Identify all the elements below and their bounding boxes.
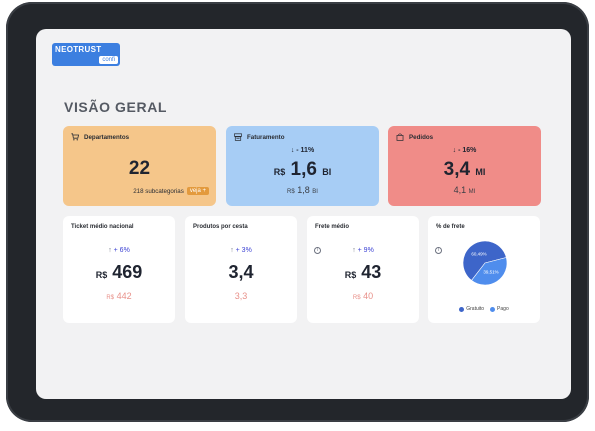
- legend-dot: [459, 306, 465, 312]
- departamentos-label: Departamentos: [84, 133, 130, 141]
- pie-label-gratuito: 60,49%: [471, 251, 486, 256]
- pct-frete-card: % de frete i 60,49% 39,51% Gratuito Pago: [428, 216, 540, 323]
- produtos-trend: ↑ + 3%: [185, 247, 297, 254]
- pedidos-prev-value: 4,1: [453, 185, 467, 195]
- ticket-trend-value: + 6%: [113, 247, 130, 254]
- bag-icon: [396, 133, 404, 141]
- legend-item-pago[interactable]: Pago: [490, 306, 509, 312]
- pedidos-card: Pedidos ↓ - 16% 3,4 MI 4,1 MI: [388, 126, 541, 206]
- faturamento-value: 1,6: [290, 159, 317, 180]
- faturamento-unit: BI: [322, 167, 332, 177]
- legend-label: Pago: [497, 306, 509, 312]
- legend-dot: [490, 306, 496, 312]
- ticket-value: 469: [112, 262, 143, 282]
- logo-text: NEOTRUST: [55, 45, 102, 54]
- faturamento-prev-unit: BI: [312, 189, 318, 195]
- pie-legend: Gratuito Pago: [428, 306, 540, 312]
- currency-symbol: R$: [95, 270, 108, 280]
- departamentos-value: 22: [128, 158, 151, 179]
- info-icon[interactable]: i: [435, 247, 442, 254]
- arrow-down-icon: ↓: [290, 147, 295, 154]
- ticket-label: Ticket médio nacional: [71, 224, 134, 230]
- frete-medio-card: Frete médio i ↑ + 9% R$ 43 R$ 40: [307, 216, 419, 323]
- pedidos-trend-value: - 16%: [458, 147, 477, 154]
- pedidos-previous: 4,1 MI: [388, 185, 541, 195]
- pie-slice-pago[interactable]: [471, 257, 508, 286]
- departamentos-card: Departamentos 22 218 subcategorias veja …: [63, 126, 216, 206]
- produtos-value: 3,4: [228, 262, 254, 282]
- arrow-down-icon: ↓: [452, 147, 457, 154]
- pie-chart[interactable]: 60,49% 39,51%: [461, 239, 509, 287]
- frete-value: 43: [361, 262, 382, 282]
- ticket-trend: ↑ + 6%: [63, 247, 175, 254]
- produtos-trend-value: + 3%: [235, 247, 252, 254]
- ticket-previous: R$ 442: [63, 291, 175, 301]
- frete-value-row: R$ 43: [307, 262, 419, 283]
- frete-trend: ↑ + 9%: [307, 247, 419, 254]
- faturamento-card: Faturamento ↓ - 11% R$ 1,6 BI R$ 1,8 BI: [226, 126, 379, 206]
- frete-trend-value: + 9%: [357, 247, 374, 254]
- pedidos-prev-unit: MI: [468, 189, 476, 195]
- prev-currency-symbol: R$: [352, 295, 361, 301]
- prev-currency-symbol: R$: [287, 189, 295, 195]
- arrow-up-icon: ↑: [230, 247, 234, 254]
- faturamento-value-row: R$ 1,6 BI: [226, 159, 379, 181]
- ticket-medio-card: Ticket médio nacional ↑ + 6% R$ 469 R$ 4…: [63, 216, 175, 323]
- tablet-frame: NEOTRUST confi VISÃO GERAL Departamentos…: [6, 2, 589, 422]
- arrow-up-icon: ↑: [108, 247, 112, 254]
- register-icon: [234, 133, 242, 141]
- frete-previous: R$ 40: [307, 291, 419, 301]
- pedidos-trend: ↓ - 16%: [388, 147, 541, 154]
- ticket-value-row: R$ 469: [63, 262, 175, 283]
- frete-label: Frete médio: [315, 224, 350, 230]
- ticket-prev-value: 442: [116, 291, 132, 301]
- produtos-prev-value: 3,3: [234, 291, 248, 301]
- legend-item-gratuito[interactable]: Gratuito: [459, 306, 484, 312]
- produtos-cesta-card: Produtos por cesta ↑ + 3% 3,4 3,3: [185, 216, 297, 323]
- subcategorias-text: 218 subcategorias: [133, 187, 184, 195]
- faturamento-previous: R$ 1,8 BI: [226, 185, 379, 195]
- produtos-label: Produtos por cesta: [193, 224, 248, 230]
- currency-symbol: R$: [273, 167, 286, 177]
- legend-label: Gratuito: [466, 306, 485, 312]
- arrow-up-icon: ↑: [352, 247, 356, 254]
- info-icon[interactable]: i: [314, 247, 321, 254]
- pedidos-unit: MI: [475, 167, 486, 177]
- pedidos-value-row: 3,4 MI: [388, 159, 541, 181]
- pie-slice-gratuito[interactable]: [462, 240, 507, 281]
- brand-logo[interactable]: NEOTRUST confi: [52, 43, 120, 66]
- logo-subtext: confi: [99, 56, 118, 64]
- page-title: VISÃO GERAL: [64, 99, 168, 115]
- prev-currency-symbol: R$: [106, 295, 115, 301]
- dashboard-screen: NEOTRUST confi VISÃO GERAL Departamentos…: [36, 29, 571, 399]
- pedidos-label: Pedidos: [409, 133, 434, 141]
- pedidos-value: 3,4: [443, 159, 471, 180]
- pct-frete-label: % de frete: [436, 224, 465, 230]
- frete-prev-value: 40: [363, 291, 374, 301]
- veja-mais-button[interactable]: veja +: [186, 187, 209, 195]
- faturamento-label: Faturamento: [247, 133, 285, 141]
- currency-symbol: R$: [344, 270, 357, 280]
- pie-label-pago: 39,51%: [483, 270, 498, 275]
- faturamento-trend: ↓ - 11%: [226, 147, 379, 154]
- cart-icon: [71, 133, 80, 141]
- faturamento-prev-value: 1,8: [297, 185, 310, 195]
- faturamento-trend-value: - 11%: [296, 147, 315, 154]
